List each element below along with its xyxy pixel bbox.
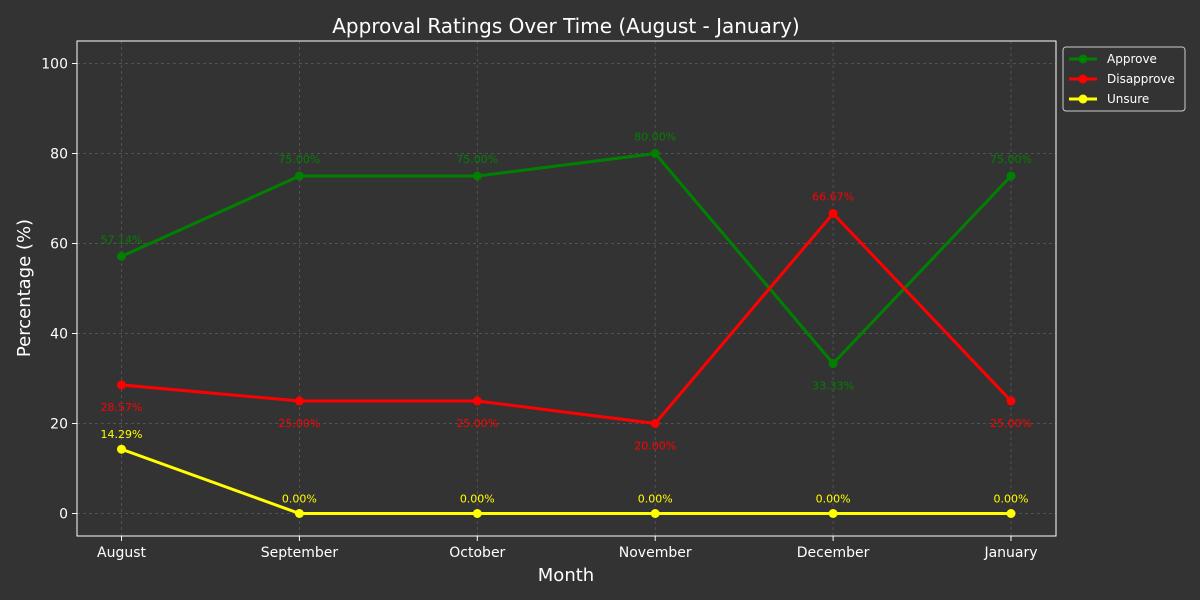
data-label: 33.33%	[812, 380, 854, 393]
data-point	[828, 208, 838, 218]
legend-marker	[1078, 74, 1088, 84]
grid	[77, 41, 1056, 536]
series-line	[120, 447, 1011, 515]
x-axis: August September October November December Ja…	[97, 536, 1038, 561]
data-point	[1006, 171, 1016, 181]
legend-label: Unsure	[1107, 92, 1149, 106]
y-axis-label: Percentage (%)	[14, 219, 35, 357]
data-point	[650, 509, 660, 518]
data-label: 80.00%	[634, 131, 676, 144]
data-point	[294, 509, 304, 518]
plot-area	[76, 40, 1057, 537]
legend-item-unsure: Unsure	[1069, 92, 1149, 106]
data-label: 66.67%	[812, 190, 854, 203]
data-point	[472, 171, 482, 181]
data-point	[650, 149, 660, 158]
chart-title: Approval Ratings Over Time (August - Jan…	[332, 14, 799, 38]
data-label: 75.00%	[456, 153, 498, 166]
x-tick-label: October	[449, 545, 505, 561]
y-tick-label: 20	[50, 417, 68, 433]
data-label: 25.00%	[990, 417, 1032, 430]
data-point	[294, 171, 304, 181]
data-label: 75.00%	[990, 153, 1032, 166]
data-label: 0.00%	[282, 493, 317, 506]
data-point	[117, 444, 126, 454]
data-label: 25.00%	[278, 417, 320, 430]
y-axis: 0 20 40 60 80 100	[41, 57, 77, 523]
legend-label: Approve	[1107, 52, 1157, 66]
data-point	[1006, 509, 1016, 518]
legend: Approve Disapprove Unsure	[1062, 46, 1186, 112]
data-point	[650, 419, 660, 428]
data-point	[117, 251, 126, 261]
data-label: 0.00%	[638, 493, 673, 506]
y-tick-label: 60	[50, 237, 68, 253]
data-point	[828, 509, 838, 518]
series-disapprove: 28.57% 25.00% 25.00% 20.00% 66.67% 25.00%	[101, 190, 1032, 452]
data-label: 0.00%	[816, 493, 851, 506]
data-label: 0.00%	[994, 493, 1029, 506]
data-point	[117, 380, 126, 390]
series-line	[121, 211, 1013, 425]
data-point	[1006, 396, 1016, 406]
y-tick-label: 80	[50, 147, 68, 163]
data-label: 28.57%	[101, 401, 143, 414]
y-tick-label: 0	[59, 507, 68, 523]
y-tick-label: 100	[41, 57, 68, 73]
series-line	[120, 152, 1013, 366]
x-axis-label: Month	[538, 565, 594, 586]
legend-label: Disapprove	[1107, 72, 1175, 86]
legend-item-disapprove: Disapprove	[1069, 72, 1175, 86]
data-label: 14.29%	[101, 428, 143, 441]
series-unsure: 14.29% 0.00% 0.00% 0.00% 0.00% 0.00%	[101, 428, 1029, 518]
data-label: 57.14%	[101, 233, 143, 246]
legend-box	[1062, 46, 1186, 112]
y-tick-label: 40	[50, 327, 68, 343]
data-label: 20.00%	[634, 440, 676, 453]
series-group: 57.14% 75.00% 75.00% 80.00% 33.33% 75.00% 28.5…	[101, 131, 1032, 518]
x-tick-label: September	[261, 545, 339, 561]
data-point	[472, 509, 482, 518]
x-tick-label: November	[619, 545, 692, 561]
data-point	[294, 396, 304, 406]
data-point	[828, 359, 838, 369]
data-label: 75.00%	[278, 153, 320, 166]
data-label: 25.00%	[456, 417, 498, 430]
data-label: 0.00%	[460, 493, 495, 506]
x-tick-label: August	[97, 545, 147, 561]
legend-item-approve: Approve	[1069, 52, 1157, 66]
data-point	[472, 396, 482, 406]
legend-marker	[1078, 54, 1088, 64]
x-tick-label: December	[797, 545, 870, 561]
x-tick-label: January	[983, 545, 1037, 561]
series-approve: 57.14% 75.00% 75.00% 80.00% 33.33% 75.00%	[101, 131, 1032, 393]
legend-marker	[1078, 94, 1088, 104]
